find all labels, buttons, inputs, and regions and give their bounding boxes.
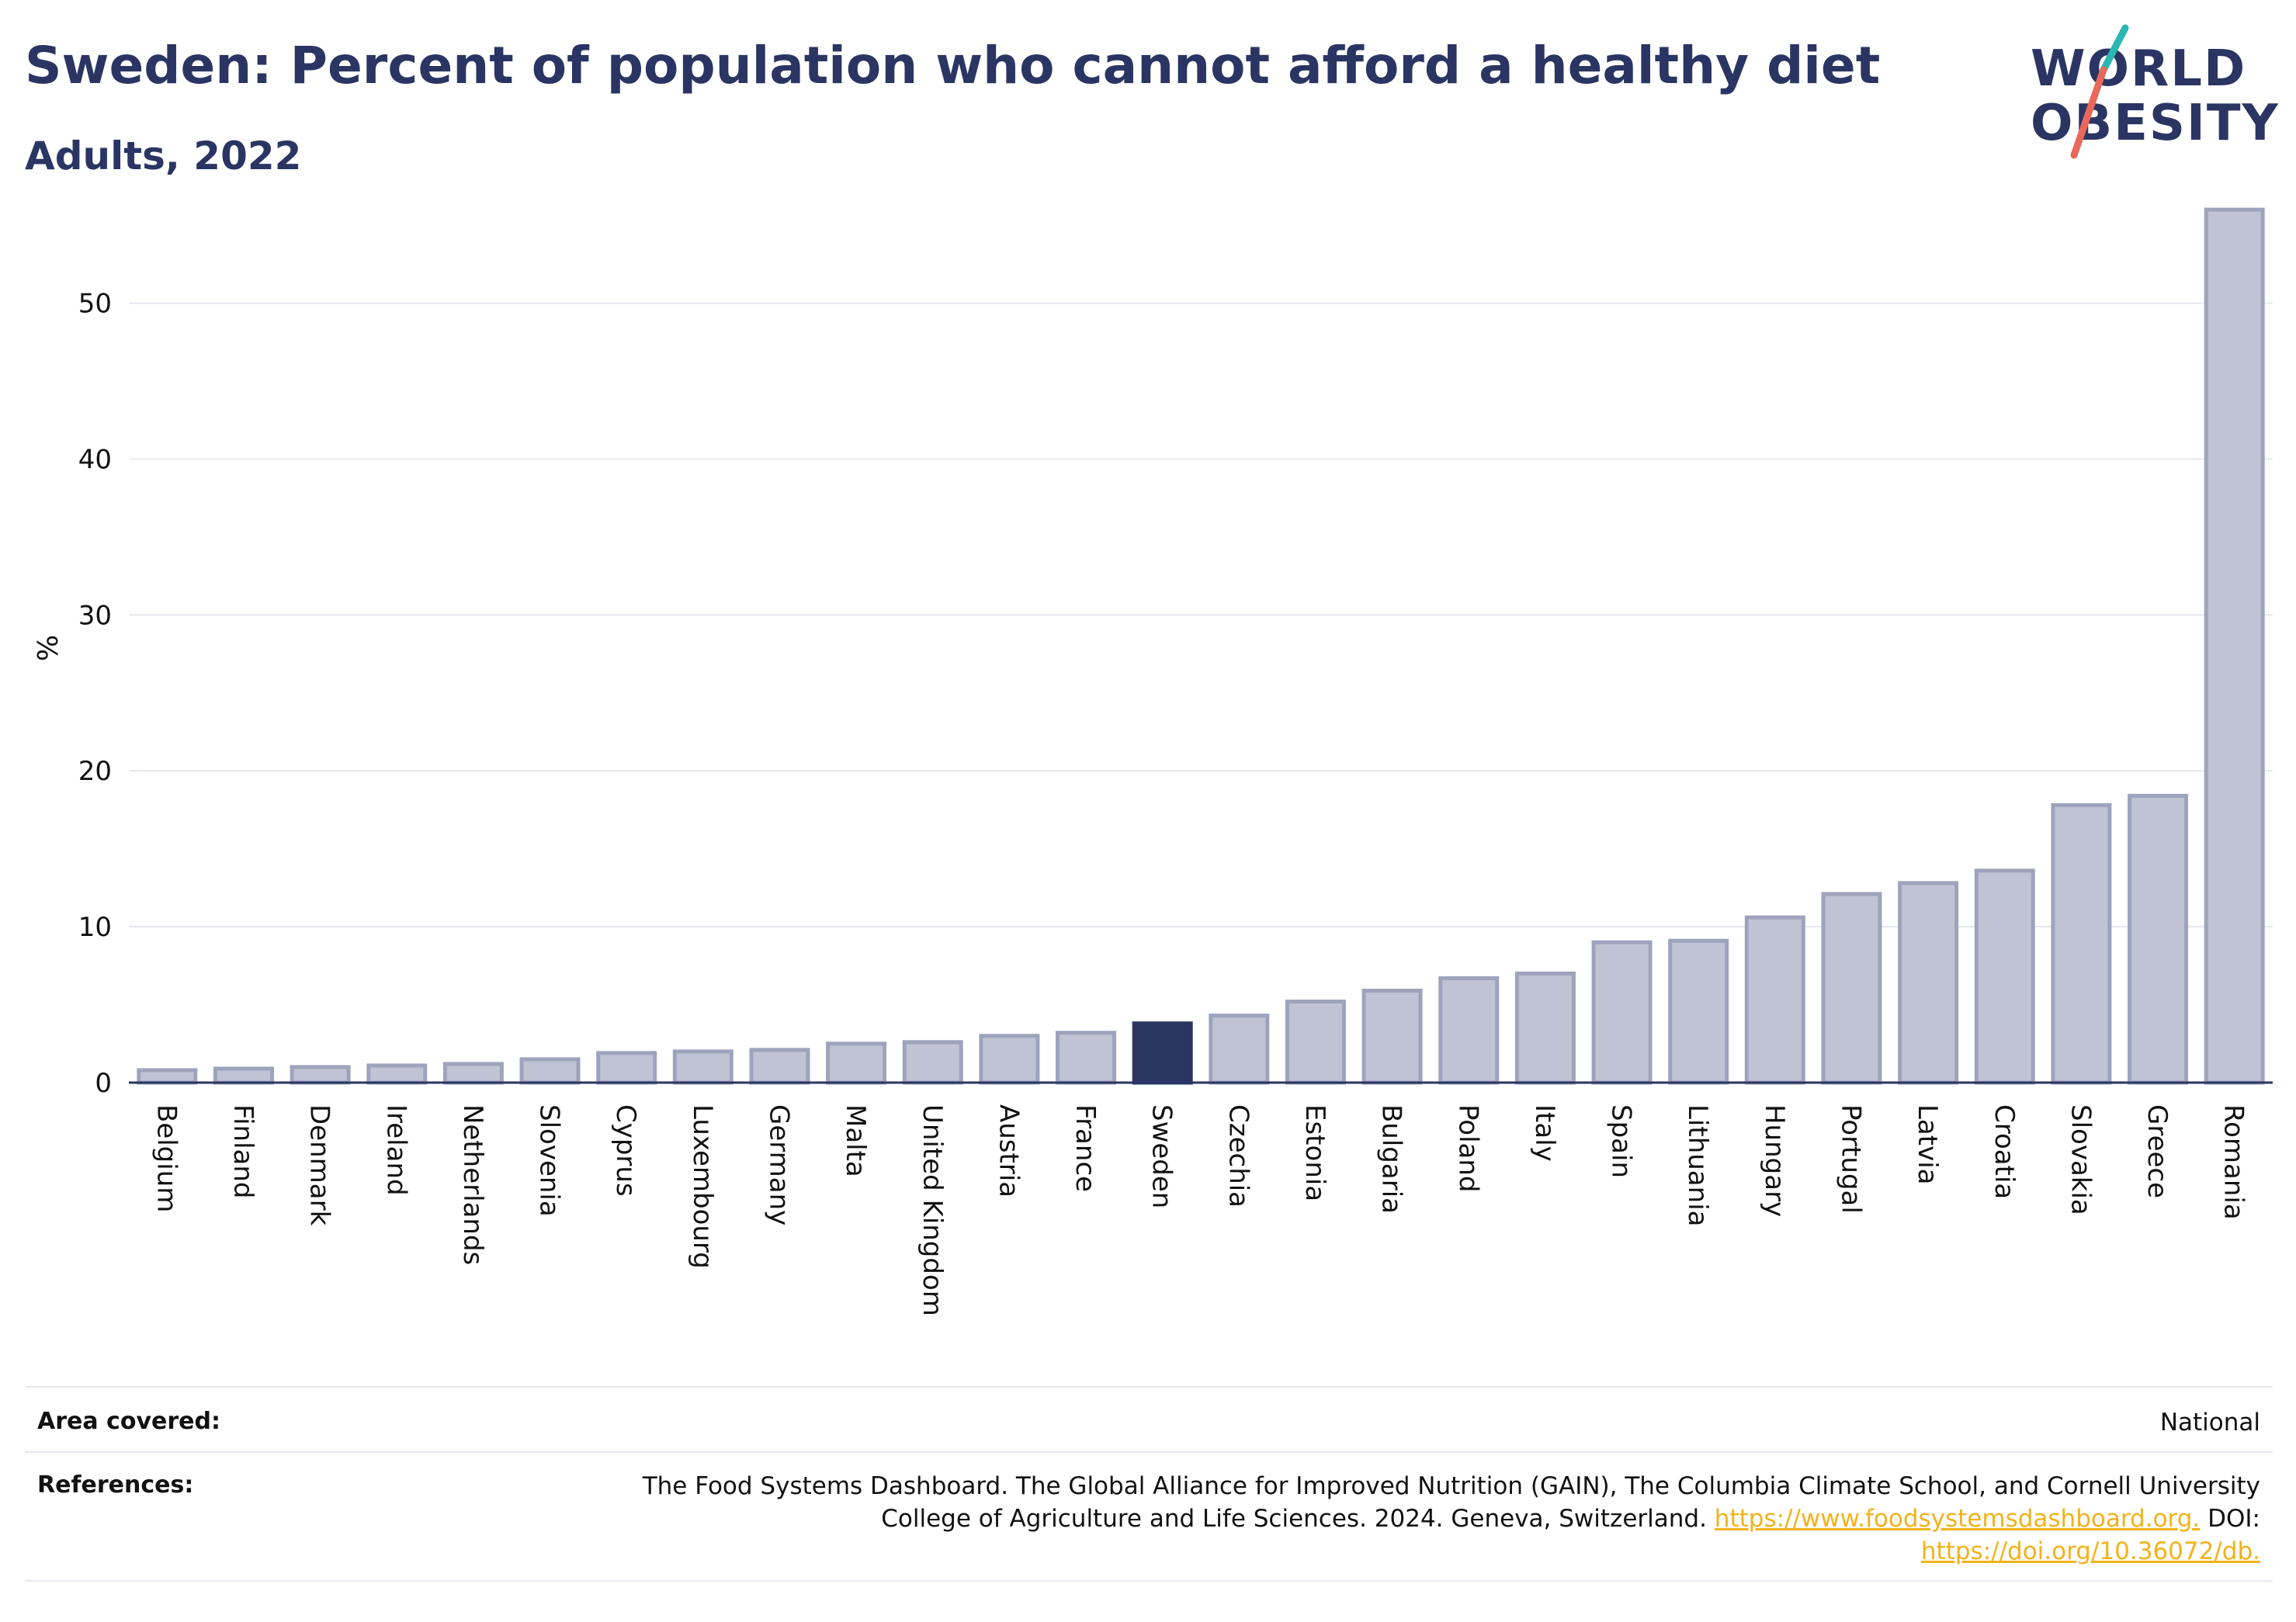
references-line-2: College of Agriculture and Life Sciences… (397, 1502, 2260, 1535)
doi-link[interactable]: https://doi.org/10.36072/db. (1920, 1537, 2260, 1565)
references-line-2-text: College of Agriculture and Life Sciences… (881, 1505, 1707, 1533)
x-tick-label: Slovenia (534, 1104, 565, 1217)
references-text: The Food Systems Dashboard. The Global A… (397, 1470, 2260, 1568)
info-divider-bottom (25, 1580, 2273, 1582)
bar-united-kingdom[interactable] (902, 1040, 963, 1085)
x-tick-label: Greece (2142, 1104, 2173, 1198)
y-tick-label: 10 (78, 912, 112, 943)
info-divider-middle (25, 1451, 2273, 1453)
x-tick-label: Bulgaria (1376, 1104, 1407, 1214)
x-tick-label: United Kingdom (917, 1104, 948, 1316)
x-tick-label: Denmark (304, 1104, 335, 1226)
bar-greece[interactable] (2128, 793, 2189, 1085)
logo-slash-teal (2100, 24, 2129, 74)
bars (137, 207, 2265, 1085)
references-label: References: (37, 1471, 194, 1499)
logo-slash-coral (2070, 66, 2107, 159)
bar-bulgaria[interactable] (1361, 988, 1423, 1085)
x-tick-label: Sweden (1146, 1104, 1177, 1208)
bar-luxembourg[interactable] (672, 1049, 734, 1085)
x-tick-label: Belgium (151, 1104, 182, 1212)
x-tick-label: Germany (763, 1104, 794, 1225)
bar-hungary[interactable] (1744, 915, 1805, 1085)
bar-ireland[interactable] (366, 1063, 428, 1085)
x-tick-label: Hungary (1759, 1104, 1790, 1217)
logo-slash-icon (2070, 24, 2129, 159)
gridlines (129, 302, 2273, 928)
bar-croatia[interactable] (1974, 868, 2035, 1085)
references-line-3: https://doi.org/10.36072/db. (397, 1535, 2260, 1568)
bar-romania[interactable] (2204, 207, 2265, 1085)
bar-lithuania[interactable] (1668, 938, 1729, 1085)
x-tick-label: Cyprus (610, 1104, 641, 1197)
bar-malta[interactable] (826, 1041, 887, 1085)
references-line-1: The Food Systems Dashboard. The Global A… (642, 1472, 2260, 1500)
doi-label: DOI: (2208, 1505, 2260, 1533)
y-tick-label: 30 (78, 600, 112, 631)
x-tick-label: Austria (993, 1104, 1024, 1197)
bar-austria[interactable] (979, 1034, 1040, 1085)
chart-title: Sweden: Percent of population who cannot… (25, 36, 1881, 95)
x-tick-label: Poland (1452, 1104, 1483, 1193)
bar-chart: 0 10 20 30 40 50 Belgium Finland Denmark Ireland N… (33, 207, 2273, 1316)
bar-cyprus[interactable] (596, 1051, 657, 1085)
x-tick-label: Netherlands (457, 1104, 488, 1265)
x-tick-label: Finland (227, 1104, 258, 1199)
x-tick-label: Czechia (1223, 1104, 1254, 1208)
bar-netherlands[interactable] (442, 1062, 504, 1085)
bar-latvia[interactable] (1898, 881, 1959, 1085)
area-covered-row: Area covered: National (25, 1403, 2273, 1447)
x-tick-label: Romania (2218, 1104, 2249, 1220)
bar-belgium[interactable] (137, 1068, 198, 1085)
references-row: References: The Food Systems Dashboard. … (25, 1465, 2273, 1582)
x-tick-label: Slovakia (2065, 1104, 2096, 1215)
area-covered-label: Area covered: (37, 1408, 220, 1435)
bar-czechia[interactable] (1209, 1014, 1270, 1085)
world-obesity-logo: WORLD OBESITY (2018, 22, 2282, 169)
bar-poland[interactable] (1438, 976, 1500, 1085)
area-covered-value: National (2159, 1409, 2260, 1437)
bar-finland[interactable] (213, 1066, 274, 1085)
y-tick-label: 0 (95, 1068, 112, 1099)
bar-portugal[interactable] (1821, 892, 1882, 1085)
bar-slovakia[interactable] (2051, 802, 2112, 1085)
bar-slovenia[interactable] (519, 1057, 581, 1085)
bar-germany[interactable] (749, 1048, 810, 1085)
bar-sweden[interactable] (1132, 1021, 1193, 1085)
x-tick-label: France (1070, 1104, 1101, 1192)
y-tick-label: 40 (78, 444, 112, 475)
axes: 0 10 20 30 40 50 Belgium Finland Denmark Ireland N… (78, 289, 2273, 1316)
y-tick-label: 20 (78, 756, 112, 787)
x-tick-label: Portugal (1835, 1104, 1866, 1214)
bar-france[interactable] (1056, 1031, 1117, 1085)
x-tick-label: Ireland (380, 1104, 411, 1196)
x-tick-label: Latvia (1912, 1104, 1943, 1185)
logo-text-world: WORLD (2031, 40, 2247, 98)
x-tick-label: Italy (1529, 1104, 1560, 1162)
chart-subtitle: Adults, 2022 (25, 133, 302, 178)
foodsystems-dashboard-link[interactable]: https://www.foodsystemsdashboard.org. (1714, 1505, 2201, 1533)
bar-denmark[interactable] (290, 1065, 351, 1085)
x-tick-label: Malta (840, 1104, 871, 1177)
y-axis-label: % (33, 635, 64, 661)
info-divider-top (25, 1386, 2273, 1388)
x-tick-label: Croatia (1989, 1104, 2020, 1199)
x-tick-label: Luxembourg (687, 1104, 718, 1269)
bar-spain[interactable] (1591, 940, 1653, 1085)
bar-italy[interactable] (1514, 971, 1576, 1085)
x-tick-label: Lithuania (1682, 1104, 1713, 1226)
bar-estonia[interactable] (1285, 1000, 1346, 1085)
x-tick-label: Spain (1606, 1104, 1637, 1178)
logo-text-obesity: OBESITY (2031, 95, 2280, 152)
x-tick-label: Estonia (1299, 1104, 1330, 1201)
y-tick-label: 50 (78, 289, 112, 320)
